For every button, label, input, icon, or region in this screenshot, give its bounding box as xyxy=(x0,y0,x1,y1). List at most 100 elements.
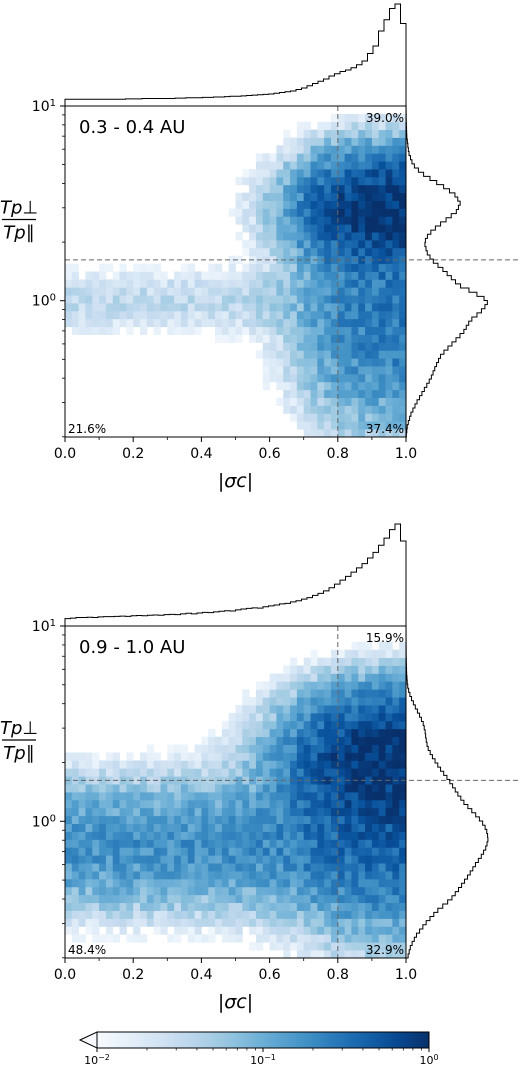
heatmap-cell xyxy=(317,184,325,194)
heatmap-cell xyxy=(269,279,277,288)
heatmap-cell xyxy=(78,279,86,288)
heatmap-cell xyxy=(303,902,311,911)
heatmap-cell xyxy=(392,760,400,769)
heatmap-cell xyxy=(365,807,373,817)
heatmap-cell xyxy=(296,799,305,809)
heatmap-cell xyxy=(330,287,339,296)
heatmap-cell xyxy=(392,200,400,209)
heatmap-cell xyxy=(392,792,400,801)
heatmap-cell xyxy=(371,807,380,817)
heatmap-cell xyxy=(358,287,366,296)
heatmap-cell xyxy=(303,768,311,777)
heatmap-cell xyxy=(167,831,175,840)
heatmap-cell xyxy=(330,303,339,312)
heatmap-cell xyxy=(249,807,257,817)
heatmap-cell xyxy=(330,926,339,935)
heatmap-cell xyxy=(358,712,366,722)
heatmap-cell xyxy=(255,161,264,170)
heatmap-cell xyxy=(208,878,216,888)
heatmap-cell xyxy=(330,886,339,896)
heatmap-cell xyxy=(290,405,298,414)
heatmap-cell xyxy=(324,665,332,674)
heatmap-cell xyxy=(276,208,284,217)
heatmap-cell xyxy=(78,799,86,809)
heatmap-cell xyxy=(71,799,80,809)
heatmap-cell xyxy=(167,871,175,880)
heatmap-cell xyxy=(228,855,236,864)
heatmap-cell xyxy=(337,247,346,257)
heatmap-cell xyxy=(153,902,161,911)
heatmap-cell xyxy=(167,760,175,769)
heatmap-cell xyxy=(133,831,141,840)
heatmap-cell xyxy=(242,705,250,714)
heatmap-cell xyxy=(330,815,339,825)
heatmap-cell xyxy=(126,295,134,304)
heatmap-cell xyxy=(385,405,393,414)
heatmap-cell xyxy=(337,886,346,896)
heatmap-cell xyxy=(296,736,305,745)
heatmap-cell xyxy=(269,169,277,178)
heatmap-cell xyxy=(296,752,305,761)
heatmap-cell xyxy=(337,121,346,131)
heatmap-cell xyxy=(371,673,380,682)
heatmap-cell xyxy=(262,208,270,217)
heatmap-cell xyxy=(365,271,373,280)
heatmap-cell xyxy=(337,799,346,809)
heatmap-cell xyxy=(228,720,236,730)
heatmap-cell xyxy=(337,279,346,288)
heatmap-cell xyxy=(85,894,93,904)
heatmap-cell xyxy=(235,232,243,241)
heatmap-cell xyxy=(262,728,270,738)
heatmap-cell xyxy=(385,934,393,943)
heatmap-cell xyxy=(160,918,168,927)
heatmap-cell xyxy=(358,934,366,943)
heatmap-cell xyxy=(174,318,182,328)
heatmap-cell xyxy=(330,342,339,351)
heatmap-cell xyxy=(221,839,230,848)
heatmap-cell xyxy=(324,263,332,272)
heatmap-cell xyxy=(221,279,230,288)
heatmap-cell xyxy=(392,239,400,249)
heatmap-cell xyxy=(351,342,359,351)
heatmap-cell xyxy=(365,421,373,430)
heatmap-cell xyxy=(399,689,407,698)
heatmap-cell xyxy=(174,902,182,911)
heatmap-cell xyxy=(133,871,141,880)
heatmap-cell xyxy=(283,129,291,138)
heatmap-cell xyxy=(317,224,325,233)
heatmap-cell xyxy=(365,697,373,706)
heatmap-cell xyxy=(330,145,339,154)
heatmap-cell xyxy=(194,831,202,840)
heatmap-cell xyxy=(351,831,359,840)
heatmap-cell xyxy=(371,902,380,911)
heatmap-cell xyxy=(146,295,155,304)
heatmap-cell xyxy=(187,878,195,888)
heatmap-cell xyxy=(78,910,86,919)
heatmap-cell xyxy=(255,768,264,777)
heatmap-cell xyxy=(344,381,352,391)
heatmap-cell xyxy=(330,413,339,422)
heatmap-cell xyxy=(324,902,332,911)
heatmap-cell xyxy=(112,886,120,896)
heatmap-cell xyxy=(317,942,325,951)
heatmap-cell xyxy=(358,831,366,840)
heatmap-cell xyxy=(317,342,325,351)
heatmap-cell xyxy=(351,902,359,911)
heatmap-cell xyxy=(365,232,373,241)
heatmap-cell xyxy=(324,760,332,769)
heatmap-cell xyxy=(344,657,352,666)
heatmap-cell xyxy=(290,902,298,911)
heatmap-cell xyxy=(276,823,284,832)
heatmap-cell xyxy=(283,831,291,840)
heatmap-cell xyxy=(133,855,141,864)
heatmap-cell xyxy=(283,934,291,943)
heatmap-cell xyxy=(392,429,400,438)
heatmap-cell xyxy=(92,287,100,296)
heatmap-cell xyxy=(317,878,325,888)
heatmap-cell xyxy=(249,271,257,280)
heatmap-cell xyxy=(324,129,332,138)
heatmap-cell xyxy=(269,760,277,769)
heatmap-cell xyxy=(249,839,257,848)
heatmap-cell xyxy=(228,776,236,785)
heatmap-cell xyxy=(160,863,168,872)
